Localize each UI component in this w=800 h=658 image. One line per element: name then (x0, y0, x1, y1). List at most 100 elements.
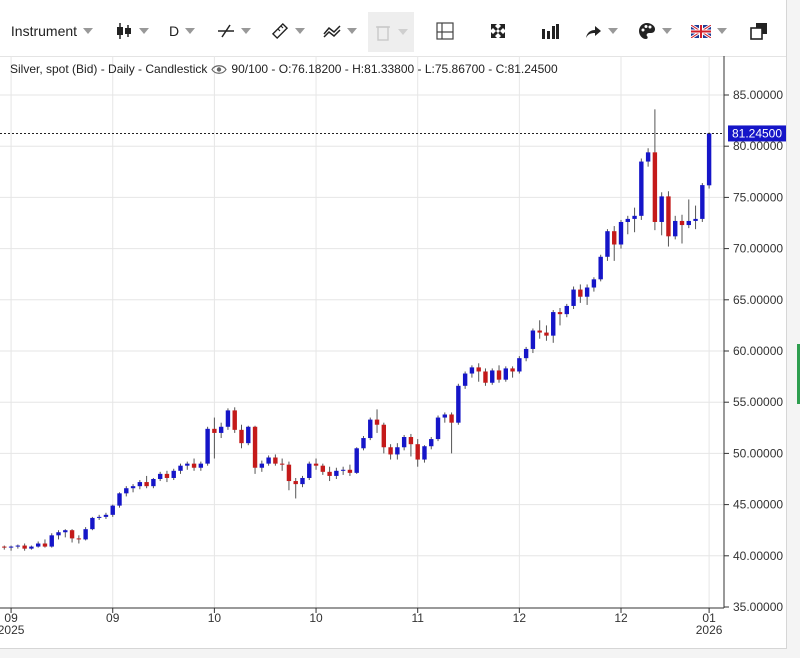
x-tick-label: 11 (411, 611, 424, 625)
timeframe-label: D (168, 23, 180, 39)
candle-down (537, 330, 542, 333)
candle-down (273, 457, 278, 464)
candle-down (42, 543, 48, 547)
indicator-button[interactable] (320, 14, 360, 48)
y-tick-label: 75.00000 (733, 190, 783, 204)
chevron-down-icon (139, 28, 149, 34)
instrument-label: Instrument (10, 23, 78, 39)
candle-down (557, 312, 563, 315)
candle-down (212, 428, 217, 433)
measure-tool-button[interactable] (268, 14, 308, 48)
candle-up (35, 543, 41, 547)
chevron-down-icon (295, 28, 305, 34)
candle-up (259, 463, 265, 468)
candle-up (266, 457, 271, 464)
y-tick-label: 50.00000 (733, 446, 783, 460)
candle-down (449, 414, 454, 423)
candle-up (503, 368, 508, 380)
candle-up (124, 488, 129, 494)
candle-up (354, 448, 359, 473)
candle-up (83, 529, 88, 540)
candle-down (279, 463, 285, 465)
fullscreen-button[interactable] (484, 14, 512, 48)
chart-type-button[interactable] (112, 14, 152, 48)
layout-button[interactable] (430, 14, 460, 48)
candle-down (381, 424, 387, 448)
candle-down (2, 546, 7, 548)
x-tick-label: 09 (106, 611, 120, 625)
candle-up (307, 463, 312, 478)
trash-icon (376, 26, 390, 41)
candle-up (462, 373, 468, 386)
candle-up (171, 470, 176, 478)
candle-up (571, 289, 576, 306)
share-button[interactable] (580, 14, 622, 48)
timeframe-selector[interactable]: D (164, 14, 200, 48)
candle-up (395, 447, 400, 455)
language-selector[interactable] (686, 14, 732, 48)
candle-up (56, 532, 61, 536)
share-icon (586, 26, 601, 38)
candle-up (490, 370, 495, 383)
delete-drawing-button[interactable] (368, 12, 414, 52)
ohlc-values: 90/100 - O:76.18200 - H:81.33800 - L:75.… (231, 62, 558, 76)
chevron-down-icon (717, 28, 727, 34)
candle-up (15, 545, 21, 547)
candle-up (137, 482, 143, 487)
chevron-down-icon (398, 29, 408, 35)
candle-up (598, 256, 603, 280)
candle-down (293, 481, 298, 485)
y-tick-label: 80.00000 (733, 139, 783, 153)
candle-down (496, 370, 502, 380)
series-label: Silver, spot (Bid) - Daily - Candlestick (10, 62, 208, 76)
candle-down (652, 152, 658, 222)
candle-up (625, 218, 630, 222)
side-accent-bar (797, 344, 800, 404)
candle-down (612, 231, 617, 245)
candle-up (645, 152, 651, 162)
candle-down (22, 545, 27, 549)
eye-icon[interactable] (211, 64, 228, 75)
y-tick-label: 55.00000 (733, 395, 783, 409)
last-price-label: 81.24500 (732, 126, 782, 140)
candle-up (246, 426, 251, 444)
chart-info-line: Silver, spot (Bid) - Daily - Candlestick… (10, 62, 558, 76)
candle-down (144, 482, 149, 487)
candle-up (361, 438, 366, 449)
candle-down (286, 464, 292, 482)
layout-icon (436, 22, 454, 40)
candle-up (605, 231, 610, 257)
chevron-down-icon (83, 28, 94, 34)
fullscreen-icon (491, 24, 505, 38)
candle-up (218, 426, 224, 433)
candle-up (435, 417, 441, 440)
x-tick-label: 10 (309, 611, 323, 625)
candle-up (368, 419, 373, 439)
chevron-down-icon (347, 28, 357, 34)
candle-down (191, 463, 197, 468)
popout-icon (750, 23, 767, 40)
candle-down (666, 196, 671, 237)
popout-button[interactable] (744, 14, 774, 48)
uk-flag-icon (691, 24, 711, 38)
candle-down (327, 471, 332, 476)
theme-button[interactable] (634, 14, 676, 48)
candle-up (686, 220, 691, 226)
instrument-selector[interactable]: Instrument (6, 14, 98, 48)
candle-up (49, 535, 54, 547)
candle-up (334, 470, 339, 476)
candle-up (130, 486, 136, 489)
candle-up (157, 473, 163, 479)
x-tick-label: 12 (513, 611, 527, 625)
trendline-tool-button[interactable] (214, 14, 254, 48)
candle-up (706, 133, 712, 186)
candle-down (320, 465, 326, 472)
candle-down (483, 371, 488, 383)
candle-up (591, 279, 597, 288)
candle-down (347, 469, 353, 473)
candle-up (151, 479, 156, 487)
y-tick-label: 35.00000 (733, 600, 783, 614)
chart-plot[interactable]: 35.00000 40.00000 45.00000 50.00000 55.00000… (0, 0, 786, 648)
volume-bars-button[interactable] (536, 14, 564, 48)
candle-up (96, 516, 102, 518)
